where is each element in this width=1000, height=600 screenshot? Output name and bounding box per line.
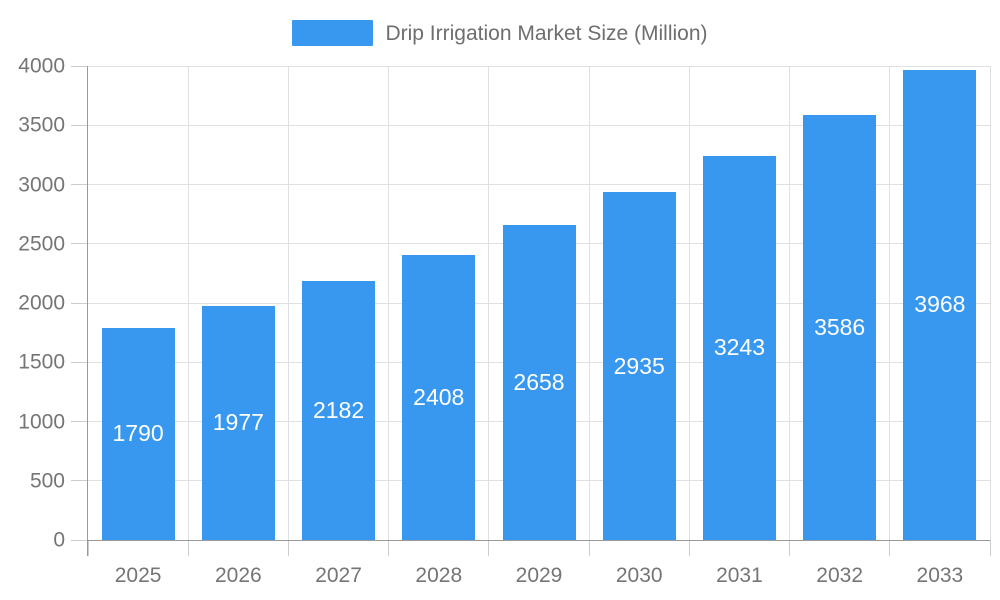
y-axis-tick [71,184,88,185]
gridline-horizontal [88,124,990,126]
y-axis-tick-label: 2500 [18,232,65,256]
x-axis-tick [488,540,490,556]
y-axis-tick [71,302,88,304]
y-axis-tick [71,539,88,541]
y-axis-tick-label: 3000 [18,173,65,196]
bar-value-label: 3968 [914,291,966,318]
gridline-vertical [488,66,490,540]
y-axis-tick-label: 1500 [18,350,65,374]
x-axis-tick-label: 2026 [214,564,262,587]
y-axis-tick [71,65,88,67]
x-axis-tick-label: 2033 [916,564,964,587]
y-axis-tick-label: 500 [29,469,65,493]
gridline-vertical [989,66,991,540]
x-axis-tick-label: 2030 [615,564,663,587]
x-axis-line [87,539,990,541]
y-axis-tick-label: 2000 [18,291,65,315]
y-axis-tick [71,480,88,482]
x-axis-tick [688,540,690,556]
gridline-vertical [588,66,590,540]
y-axis-tick [71,421,88,422]
bar-value-label: 3586 [814,314,866,341]
bar[interactable]: 1790 [101,327,175,540]
bar[interactable]: 2182 [302,281,376,540]
bar[interactable]: 2658 [502,225,576,540]
x-axis-tick [889,540,891,556]
x-axis-tick [388,540,390,556]
bar[interactable]: 2935 [602,192,676,540]
x-axis-tick [789,540,791,556]
gridline-vertical [889,66,891,540]
x-axis-tick [87,540,89,556]
legend-label: Drip Irrigation Market Size (Million) [385,21,708,45]
y-axis-tick-label: 1000 [18,410,65,433]
x-axis-tick-label: 2027 [315,564,362,587]
gridline-vertical [688,66,690,540]
x-axis-tick [989,540,991,556]
y-axis-tick-label: 4000 [18,54,65,78]
bar[interactable]: 1977 [201,305,275,540]
y-axis-tick-label: 3500 [18,113,65,137]
x-axis-tick [287,540,289,556]
x-axis-tick-label: 2031 [716,564,763,587]
bar[interactable]: 3968 [903,69,977,540]
x-axis-tick-label: 2025 [114,564,162,587]
gridline-horizontal [88,184,990,185]
y-axis-tick [71,243,88,245]
y-axis-tick [71,124,88,126]
x-axis-tick-label: 2029 [515,564,563,587]
bar[interactable]: 2408 [402,254,476,540]
bar-value-label: 2658 [513,369,565,395]
gridline-vertical [789,66,791,540]
gridline-vertical [388,66,390,540]
bar-value-label: 1790 [112,420,164,447]
bar-value-label: 2408 [413,383,465,410]
y-axis-tick [71,361,88,363]
bar-value-label: 2182 [312,397,365,424]
gridline-vertical [187,66,189,540]
bar-value-label: 3243 [713,334,766,361]
bar-value-label: 2935 [613,352,665,379]
gridline-horizontal [88,65,990,67]
y-axis-line [87,66,88,556]
legend[interactable]: Drip Irrigation Market Size (Million) [0,14,1000,52]
x-axis-tick [187,540,189,556]
x-axis-tick-label: 2028 [415,564,463,587]
bar[interactable]: 3243 [702,155,776,540]
bar-value-label: 1977 [212,409,264,436]
x-axis-tick-label: 2032 [816,564,864,587]
y-axis-tick-label: 0 [53,528,65,552]
bar[interactable]: 3586 [803,115,877,540]
x-axis-tick [588,540,590,556]
gridline-vertical [287,66,289,540]
legend-swatch-icon [292,20,374,46]
